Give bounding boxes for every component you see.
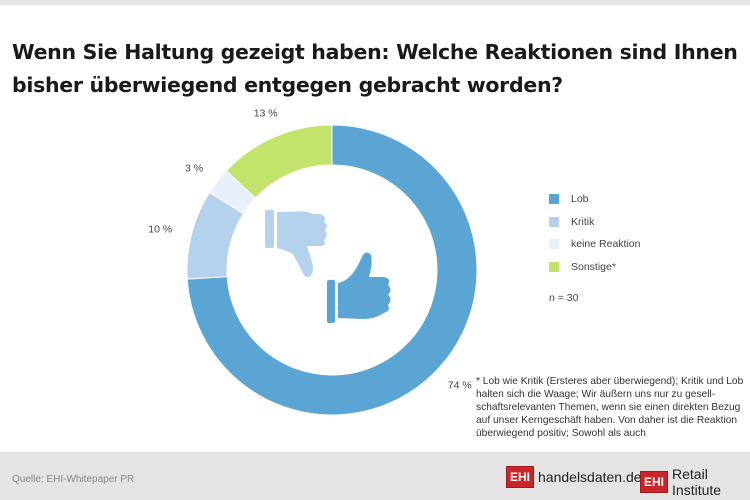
ehi-retail-institute-logo[interactable]: EHI Retail Institute [640,466,750,498]
legend-item-lob: Lob [549,188,640,211]
thumbs-up-icon [327,252,391,323]
legend-item-kritik: Kritik [549,211,640,234]
slice-lob [186,124,478,416]
legend-label: Kritik [571,215,595,228]
legend-item-sonstige: Sonstige* [549,256,640,279]
thumbs-down-icon [265,210,327,278]
legend-swatch [549,216,559,227]
sample-size: n = 30 [549,292,579,304]
handelsdaten-logo[interactable]: EHI handelsdaten.de [506,466,642,488]
legend-swatch [549,194,559,205]
ehi-mark: EHI [506,466,535,488]
logo-text: handelsdaten.de [538,469,642,485]
chart-title: Wenn Sie Haltung gezeigt haben: Welche R… [12,40,738,97]
legend-item-keine-reaktion: keine Reaktion [549,233,640,256]
data-label: 74 % [448,379,472,391]
footer [0,452,750,500]
footnote: * Lob wie Kritik (Ersteres aber überwieg… [476,376,744,439]
data-label: 13 % [254,108,278,120]
source: Quelle: EHI-Whitepaper PR [12,474,135,485]
legend-swatch [549,239,559,250]
ehi-mark: EHI [640,471,669,493]
logo-text: Retail Institute [672,466,722,498]
slice-sonstige [225,124,333,199]
legend-label: keine Reaktion [571,238,641,251]
legend-label: Lob [571,193,589,206]
legend-swatch [549,261,559,272]
data-label: 3 % [185,163,203,175]
data-label: 10 % [148,223,172,235]
legend-label: Sonstige* [571,260,616,273]
top-bar [0,0,750,5]
legend: Lob Kritik keine Reaktion Sonstige* [549,188,640,278]
